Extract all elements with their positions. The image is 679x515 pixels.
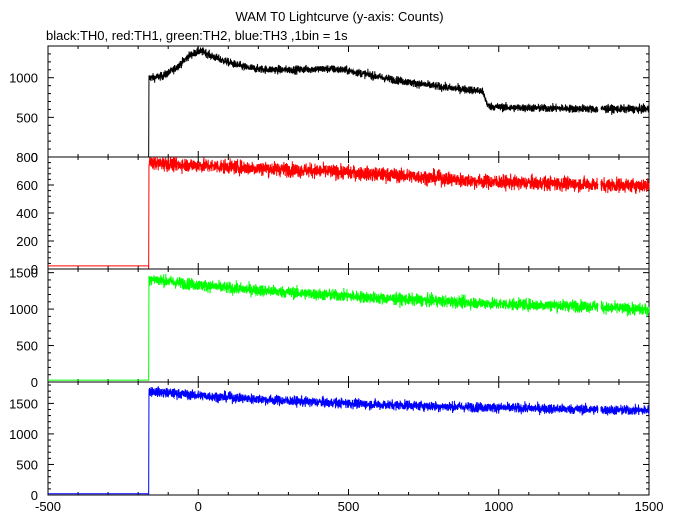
x-tick-label: 1500 (635, 499, 664, 514)
y-tick-label: 1500 (9, 396, 38, 411)
chart-title: WAM T0 Lightcurve (y-axis: Counts) (235, 9, 444, 24)
y-tick-label: 0 (31, 262, 38, 277)
series-line-th2 (48, 273, 650, 381)
y-tick-label: 400 (16, 206, 38, 221)
y-tick-label: 1000 (9, 71, 38, 86)
y-tick-label: 0 (31, 375, 38, 390)
y-tick-label: 600 (16, 178, 38, 193)
x-tick-label: -500 (35, 499, 61, 514)
y-tick-label: 500 (16, 457, 38, 472)
panel-frame (47, 45, 650, 158)
panel-th3: 0 500 1000 1500 (9, 381, 650, 503)
y-tick-label: 1500 (9, 266, 38, 281)
series-line-th3 (48, 386, 650, 495)
panel-frame (47, 268, 650, 383)
panel-th1: 0 200 400 600 800 (16, 150, 650, 277)
x-tick-label: 0 (195, 499, 202, 514)
chart-subtitle: black:TH0, red:TH1, green:TH2, blue:TH3 … (46, 28, 348, 43)
panels-group: 0500100002004006008000500100015000500100… (9, 45, 650, 503)
x-tick-label: 500 (338, 499, 360, 514)
y-tick-label: 200 (16, 234, 38, 249)
y-tick-label: 0 (31, 150, 38, 165)
x-axis-ticks: -500 0 500 1000 1500 (35, 499, 663, 514)
y-tick-label: 1000 (9, 427, 38, 442)
panel-frame (47, 381, 650, 496)
panel-th2: 0 500 1000 1500 (9, 266, 650, 390)
series-line-th0 (48, 46, 650, 158)
x-tick-label: 1000 (484, 499, 513, 514)
y-tick-label: 500 (16, 339, 38, 354)
y-tick-label: 1000 (9, 302, 38, 317)
y-tick-label: 800 (16, 150, 38, 165)
y-tick-label: 500 (16, 110, 38, 125)
y-tick-label: 0 (31, 488, 38, 503)
series-line-th1 (48, 156, 650, 270)
panel-th0: 0 500 1000 (9, 45, 650, 165)
